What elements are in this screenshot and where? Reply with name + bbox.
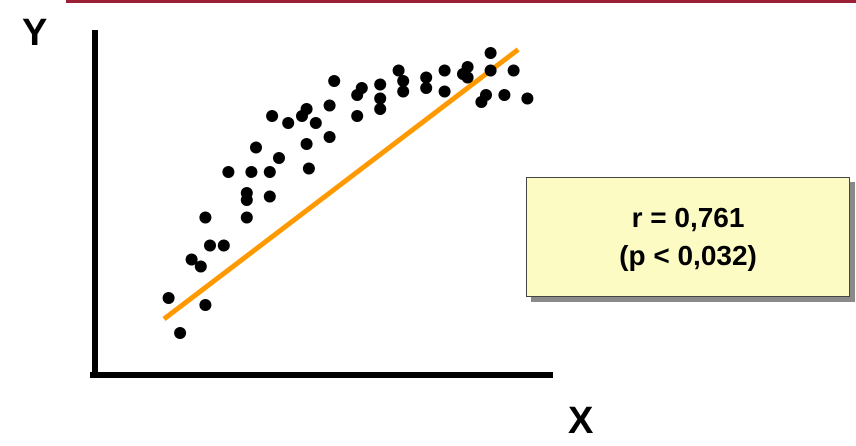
data-point-3 bbox=[185, 253, 198, 266]
x-axis-label: X bbox=[568, 400, 594, 442]
data-point-8 bbox=[217, 239, 230, 252]
trend-line bbox=[162, 47, 520, 321]
data-point-16 bbox=[263, 166, 276, 178]
header-rule bbox=[66, 0, 856, 3]
data-point-24 bbox=[309, 117, 322, 129]
data-point-47 bbox=[484, 47, 497, 59]
data-point-1 bbox=[162, 292, 175, 304]
data-point-9 bbox=[222, 166, 235, 178]
data-point-21 bbox=[300, 138, 313, 150]
data-point-23 bbox=[302, 162, 315, 175]
data-point-11 bbox=[240, 194, 253, 206]
data-point-35 bbox=[397, 85, 410, 98]
data-point-17 bbox=[266, 110, 279, 122]
y-axis-label: Y bbox=[22, 12, 48, 54]
data-point-49 bbox=[507, 64, 520, 77]
data-point-42 bbox=[461, 61, 474, 73]
data-point-22 bbox=[300, 103, 313, 115]
data-point-25 bbox=[323, 99, 336, 112]
data-point-48 bbox=[498, 89, 511, 101]
p-value: (p < 0,032) bbox=[619, 240, 757, 271]
data-point-6 bbox=[199, 211, 212, 224]
correlation-coefficient: r = 0,761 bbox=[631, 202, 745, 233]
data-point-43 bbox=[461, 71, 474, 84]
data-point-40 bbox=[438, 64, 451, 77]
data-point-37 bbox=[420, 82, 433, 94]
points-layer bbox=[162, 47, 534, 339]
data-point-34 bbox=[392, 64, 405, 77]
data-point-14 bbox=[250, 141, 262, 154]
data-point-19 bbox=[282, 117, 295, 129]
data-point-13 bbox=[245, 166, 258, 178]
data-point-5 bbox=[199, 299, 212, 311]
data-point-26 bbox=[323, 131, 336, 143]
data-point-27 bbox=[328, 75, 341, 87]
data-point-7 bbox=[204, 239, 216, 252]
data-point-32 bbox=[374, 78, 387, 91]
data-point-2 bbox=[174, 327, 187, 339]
data-point-18 bbox=[273, 152, 285, 164]
data-point-33 bbox=[374, 103, 387, 115]
data-point-46 bbox=[484, 64, 497, 77]
correlation-stats-box: r = 0,761 (p < 0,032) bbox=[526, 177, 850, 297]
data-point-45 bbox=[480, 89, 492, 101]
data-point-29 bbox=[351, 110, 364, 122]
data-point-30 bbox=[355, 82, 368, 94]
data-point-4 bbox=[194, 260, 207, 273]
data-point-31 bbox=[374, 92, 387, 105]
trend-layer bbox=[162, 47, 520, 321]
data-point-36 bbox=[397, 75, 410, 87]
data-point-12 bbox=[240, 211, 253, 224]
data-point-38 bbox=[420, 71, 433, 84]
data-point-50 bbox=[521, 92, 534, 105]
data-point-15 bbox=[263, 190, 276, 203]
data-point-39 bbox=[438, 85, 451, 98]
